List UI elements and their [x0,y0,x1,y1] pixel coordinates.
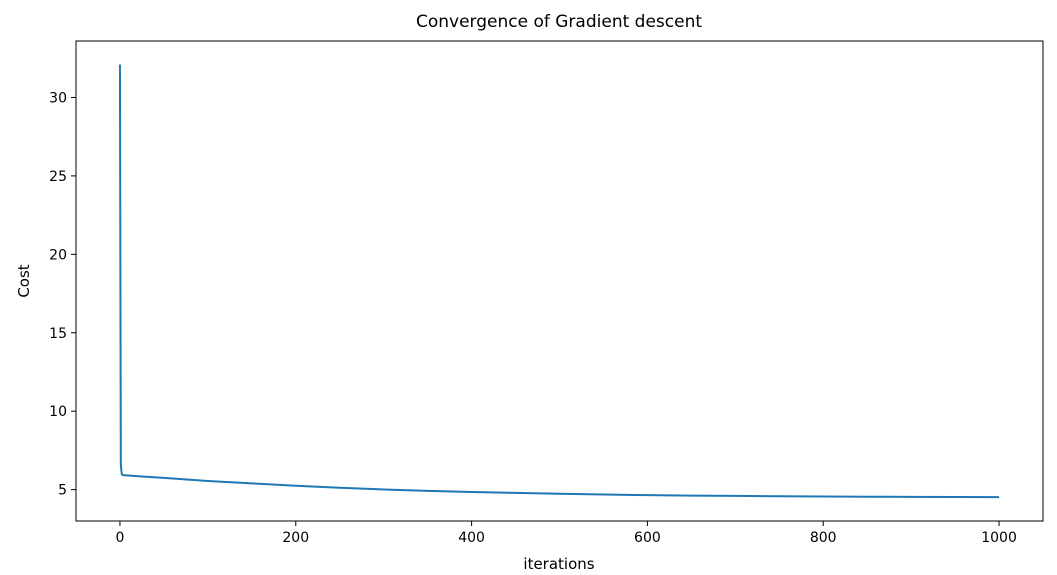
chart-title: Convergence of Gradient descent [416,12,702,32]
y-tick-label: 25 [49,169,67,185]
x-tick-label: 400 [458,530,485,546]
x-tick-label: 0 [115,530,124,546]
y-tick-label: 15 [49,326,67,342]
axis-ticks: 0 200 400 600 800 1000 5 10 15 20 25 30 [49,90,1017,546]
y-tick-label: 30 [49,90,67,106]
x-tick-label: 800 [810,530,837,546]
x-tick-label: 200 [282,530,309,546]
cost-series-line [118,64,1000,499]
x-tick-label: 600 [634,530,661,546]
y-axis-label: Cost [15,264,33,297]
y-tick-label: 5 [58,483,67,499]
y-tick-label: 10 [49,404,67,420]
x-tick-label: 1000 [981,530,1017,546]
y-tick-label: 20 [49,247,67,263]
x-axis-label: iterations [523,555,594,573]
plot-frame [75,40,1044,522]
series-layer [118,64,1000,499]
